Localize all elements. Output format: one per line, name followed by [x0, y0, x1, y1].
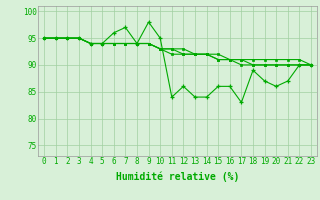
X-axis label: Humidité relative (%): Humidité relative (%)	[116, 172, 239, 182]
